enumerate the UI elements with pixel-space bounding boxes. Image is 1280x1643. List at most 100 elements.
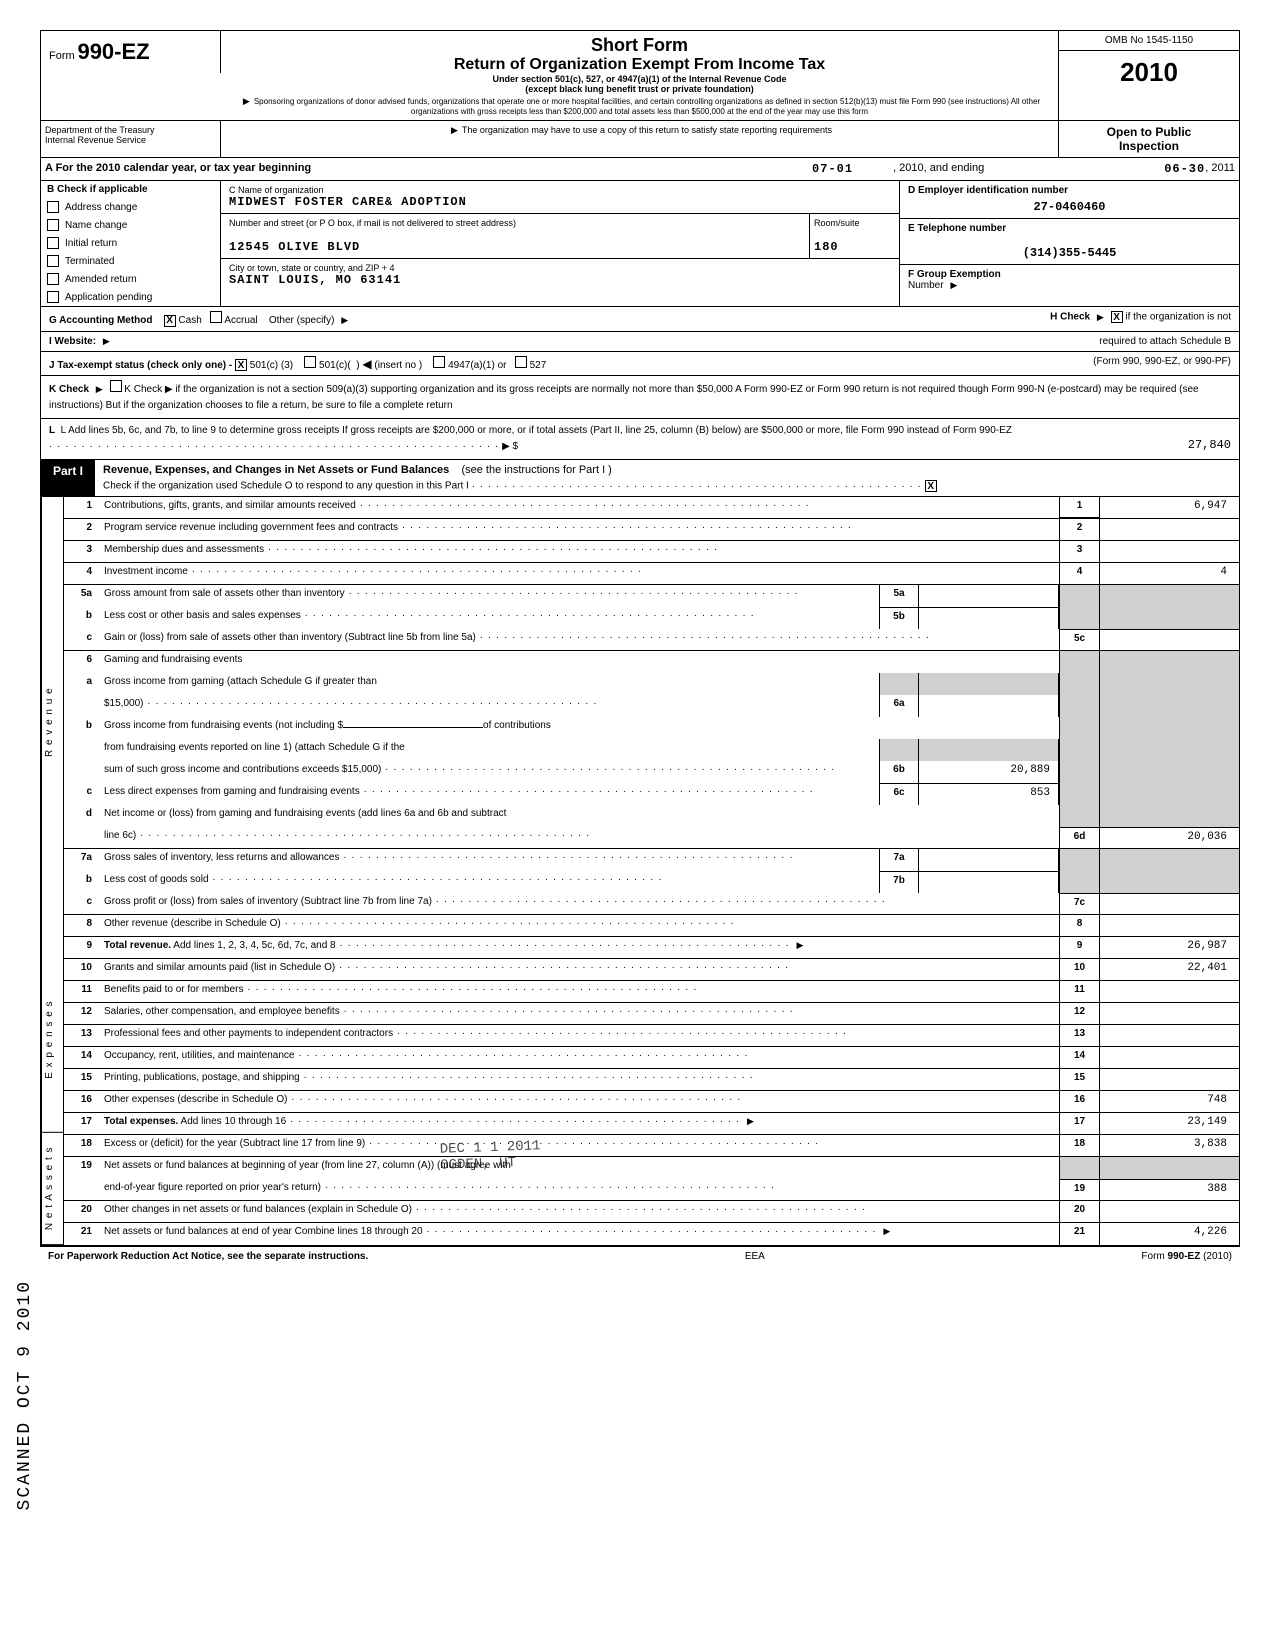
line-16-val: 748 xyxy=(1099,1091,1239,1112)
row-j: J Tax-exempt status (check only one) - X… xyxy=(40,352,1240,377)
line-1: 1 Contributions, gifts, grants, and simi… xyxy=(63,497,1240,519)
ein: 27-0460460 xyxy=(908,200,1231,214)
row-i: I Website: required to attach Schedule B xyxy=(40,332,1240,352)
subtitle1: Under section 501(c), 527, or 4947(a)(1)… xyxy=(225,74,1054,84)
header-right: OMB No 1545-1150 2010 xyxy=(1059,31,1239,94)
footer: For Paperwork Reduction Act Notice, see … xyxy=(40,1246,1240,1266)
form-number: 990-EZ xyxy=(77,39,149,64)
section-a: A For the 2010 calendar year, or tax yea… xyxy=(40,158,1240,181)
side-revenue: R e v e n u e xyxy=(41,497,63,947)
line-11: 11 Benefits paid to or for members 11 xyxy=(63,981,1240,1003)
info-grid: B Check if applicable Address change Nam… xyxy=(40,181,1240,307)
row-k: K Check K Check ▶ if the organization is… xyxy=(40,376,1240,419)
line-6a: a Gross income from gaming (attach Sched… xyxy=(63,673,1240,695)
check-amended[interactable]: Amended return xyxy=(41,270,220,288)
dept-treasury: Department of the Treasury Internal Reve… xyxy=(41,121,221,157)
line-6b-val: 20,889 xyxy=(919,761,1059,783)
d-label: D Employer identification number xyxy=(908,185,1231,196)
part1-table: R e v e n u e E x p e n s e s N e t A s … xyxy=(40,497,1240,1246)
f-number: Number xyxy=(908,280,1231,291)
line-5c: c Gain or (loss) from sale of assets oth… xyxy=(63,629,1240,651)
part1-label: Part I xyxy=(41,460,95,496)
street-label: Number and street (or P O box, if mail i… xyxy=(229,218,801,228)
line-3: 3 Membership dues and assessments 3 xyxy=(63,541,1240,563)
line-10-val: 22,401 xyxy=(1099,959,1239,980)
line-2: 2 Program service revenue including gove… xyxy=(63,519,1240,541)
part1-title: Revenue, Expenses, and Changes in Net As… xyxy=(95,460,1239,496)
line-4-val: 4 xyxy=(1099,563,1239,584)
line-12: 12 Salaries, other compensation, and emp… xyxy=(63,1003,1240,1025)
check-address[interactable]: Address change xyxy=(41,198,220,216)
line-5b: b Less cost or other basis and sales exp… xyxy=(63,607,1240,629)
subtitle2: (except black lung benefit trust or priv… xyxy=(225,84,1054,94)
dept-row: Department of the Treasury Internal Reve… xyxy=(40,121,1240,158)
sponsor-note: Sponsoring organizations of donor advise… xyxy=(225,96,1054,116)
check-initial[interactable]: Initial return xyxy=(41,234,220,252)
side-netassets: N e t A s s e t s xyxy=(41,1133,63,1245)
gross-receipts: 27,840 xyxy=(1091,436,1231,455)
line-15: 15 Printing, publications, postage, and … xyxy=(63,1069,1240,1091)
line-6b-3: sum of such gross income and contributio… xyxy=(63,761,1240,783)
line-13: 13 Professional fees and other payments … xyxy=(63,1025,1240,1047)
line-6d-val: 20,036 xyxy=(1099,827,1239,848)
line-19-val: 388 xyxy=(1099,1179,1239,1200)
line-6c-val: 853 xyxy=(919,783,1059,805)
check-name[interactable]: Name change xyxy=(41,216,220,234)
return-title: Return of Organization Exempt From Incom… xyxy=(225,56,1054,74)
line-21-val: 4,226 xyxy=(1099,1223,1239,1245)
form-id-cell: Form 990-EZ xyxy=(41,31,221,73)
scanned-stamp: SCANNED OCT 9 2010 xyxy=(15,1280,35,1510)
right-column: D Employer identification number 27-0460… xyxy=(899,181,1239,306)
line-6: 6 Gaming and fundraising events xyxy=(63,651,1240,673)
row-l: L L Add lines 5b, 6c, and 7b, to line 9 … xyxy=(40,419,1240,460)
footer-right: Form 990-EZ (2010) xyxy=(1141,1251,1232,1262)
schedule-b-checkbox[interactable]: X xyxy=(1111,311,1123,323)
header-center: Short Form Return of Organization Exempt… xyxy=(221,31,1059,120)
line-6d-2: line 6c) 6d 20,036 xyxy=(63,827,1240,849)
check-column: B Check if applicable Address change Nam… xyxy=(41,181,221,306)
phone: (314)355-5445 xyxy=(908,246,1231,260)
line-14: 14 Occupancy, rent, utilities, and maint… xyxy=(63,1047,1240,1069)
line-9-val: 26,987 xyxy=(1099,937,1239,958)
line-17: 17 Total expenses. Add lines 10 through … xyxy=(63,1113,1240,1135)
line-18: 18 Excess or (deficit) for the year (Sub… xyxy=(63,1135,1240,1157)
line-6d: d Net income or (loss) from gaming and f… xyxy=(63,805,1240,827)
room-val: 180 xyxy=(814,240,895,254)
line-19-2: end-of-year figure reported on prior yea… xyxy=(63,1179,1240,1201)
line-8: 8 Other revenue (describe in Schedule O)… xyxy=(63,915,1240,937)
accrual-checkbox[interactable] xyxy=(210,311,222,323)
short-form-title: Short Form xyxy=(225,35,1054,56)
name-column: C Name of organization MIDWEST FOSTER CA… xyxy=(221,181,899,306)
line-6b-2: from fundraising events reported on line… xyxy=(63,739,1240,761)
year-end: 06-30 xyxy=(1164,162,1205,176)
b-header: B Check if applicable xyxy=(41,181,220,198)
row-g: G Accounting Method X Cash Accrual Other… xyxy=(40,307,1240,332)
open-public: Open to Public Inspection xyxy=(1059,121,1239,157)
f-label: F Group Exemption xyxy=(908,269,1231,280)
501c3-checkbox[interactable]: X xyxy=(235,359,247,371)
org-name: MIDWEST FOSTER CARE& ADOPTION xyxy=(229,195,891,209)
footer-left: For Paperwork Reduction Act Notice, see … xyxy=(48,1251,368,1262)
line-18-val: 3,838 xyxy=(1099,1135,1239,1156)
line-17-val: 23,149 xyxy=(1099,1113,1239,1134)
line-9: 9 Total revenue. Add lines 1, 2, 3, 4, 5… xyxy=(63,937,1240,959)
cash-checkbox[interactable]: X xyxy=(164,315,176,327)
check-terminated[interactable]: Terminated xyxy=(41,252,220,270)
org-street: 12545 OLIVE BLVD xyxy=(229,240,801,254)
copy-note: The organization may have to use a copy … xyxy=(221,121,1059,157)
room-cell: Room/suite 180 xyxy=(809,214,899,258)
line-21: 21 Net assets or fund balances at end of… xyxy=(63,1223,1240,1245)
side-expenses: E x p e n s e s xyxy=(41,947,63,1133)
line-1-val: 6,947 xyxy=(1099,497,1239,518)
received-stamp: DEC 1 1 2011 OGDEN, UT xyxy=(439,1138,541,1173)
city-label: City or town, state or country, and ZIP … xyxy=(229,263,891,273)
line-6c: c Less direct expenses from gaming and f… xyxy=(63,783,1240,805)
line-20: 20 Other changes in net assets or fund b… xyxy=(63,1201,1240,1223)
check-app-pending[interactable]: Application pending xyxy=(41,288,220,306)
form-page: Form 990-EZ Short Form Return of Organiz… xyxy=(0,0,1280,1296)
line-10: 10 Grants and similar amounts paid (list… xyxy=(63,959,1240,981)
line-6b: b Gross income from fundraising events (… xyxy=(63,717,1240,739)
line-4: 4 Investment income 4 4 xyxy=(63,563,1240,585)
part1-header: Part I Revenue, Expenses, and Changes in… xyxy=(40,460,1240,497)
line-7a: 7a Gross sales of inventory, less return… xyxy=(63,849,1240,871)
